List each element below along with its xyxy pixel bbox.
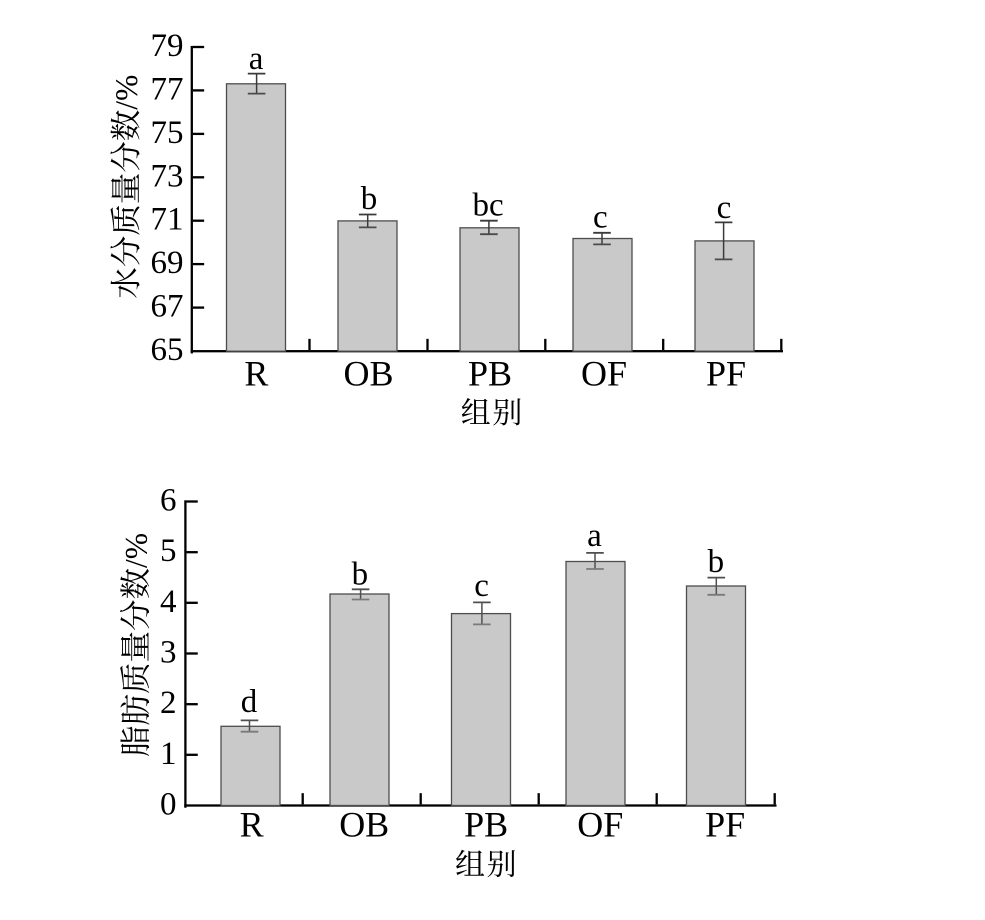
svg-text:b: b bbox=[708, 544, 725, 580]
svg-text:0: 0 bbox=[160, 787, 177, 823]
svg-text:b: b bbox=[352, 556, 369, 592]
svg-text:a: a bbox=[587, 518, 602, 554]
svg-text:c: c bbox=[593, 200, 608, 236]
svg-text:R: R bbox=[240, 804, 264, 844]
svg-text:79: 79 bbox=[151, 28, 184, 64]
svg-text:b: b bbox=[361, 181, 378, 217]
svg-text:bc: bc bbox=[473, 187, 504, 223]
svg-text:65: 65 bbox=[151, 332, 184, 368]
svg-text:OF: OF bbox=[581, 354, 627, 394]
svg-text:PF: PF bbox=[706, 354, 746, 394]
svg-text:PB: PB bbox=[468, 354, 512, 394]
svg-text:6: 6 bbox=[160, 483, 177, 519]
svg-text:71: 71 bbox=[151, 202, 184, 238]
svg-text:67: 67 bbox=[151, 289, 184, 325]
svg-text:69: 69 bbox=[151, 245, 184, 281]
svg-text:a: a bbox=[249, 41, 264, 77]
svg-text:3: 3 bbox=[160, 635, 177, 671]
svg-text:d: d bbox=[241, 684, 258, 720]
svg-text:5: 5 bbox=[160, 533, 177, 569]
svg-text:OB: OB bbox=[343, 354, 393, 394]
svg-text:OB: OB bbox=[339, 804, 389, 844]
svg-text:PB: PB bbox=[464, 804, 508, 844]
svg-text:R: R bbox=[244, 354, 268, 394]
svg-text:c: c bbox=[717, 190, 732, 226]
svg-text:PF: PF bbox=[705, 804, 745, 844]
svg-text:73: 73 bbox=[151, 158, 184, 194]
svg-text:4: 4 bbox=[160, 584, 177, 620]
svg-text:77: 77 bbox=[151, 71, 184, 107]
svg-text:OF: OF bbox=[577, 804, 623, 844]
svg-text:1: 1 bbox=[160, 736, 177, 772]
svg-text:75: 75 bbox=[151, 115, 184, 151]
svg-text:c: c bbox=[474, 568, 489, 604]
svg-text:2: 2 bbox=[160, 685, 177, 721]
